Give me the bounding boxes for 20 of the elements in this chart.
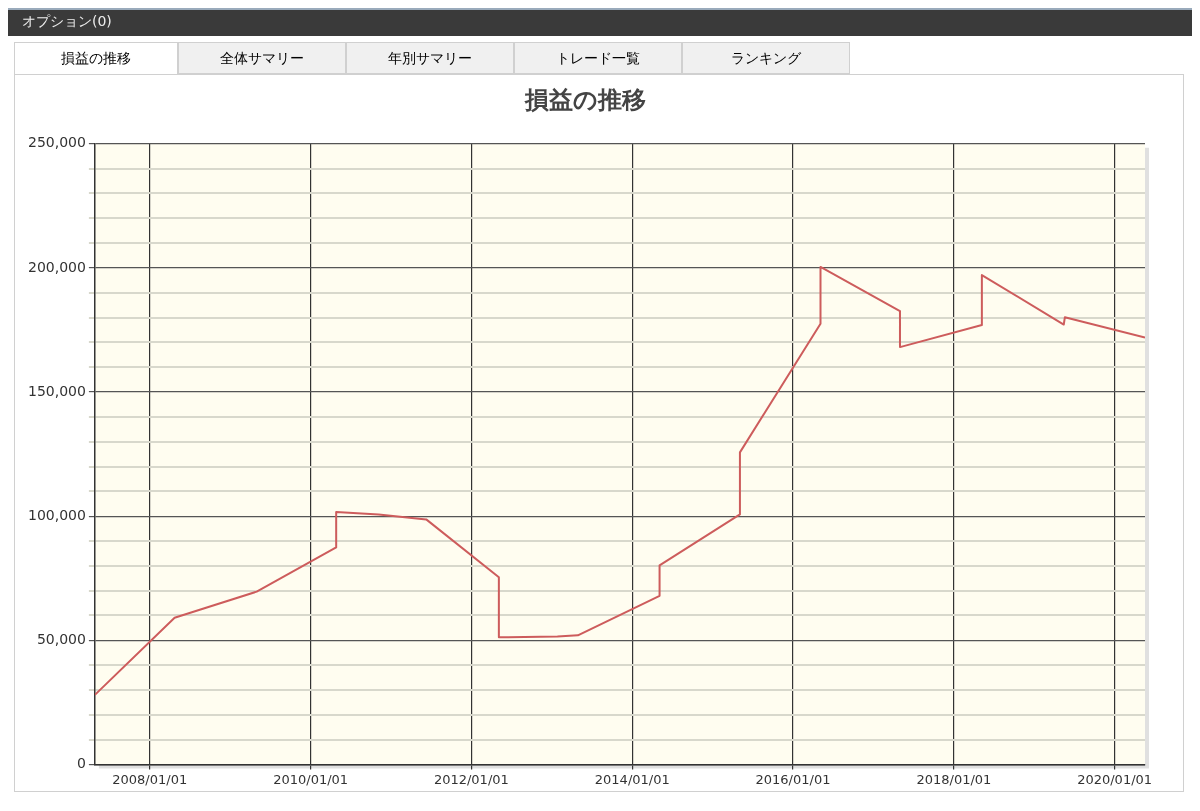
text: オプション(0) (8, 8, 1192, 36)
y-tick-label: 250,000 (27, 134, 86, 151)
y-tick-label: 0 (76, 755, 86, 772)
text: トレード一覧 (514, 42, 682, 74)
chart-title: 損益の推移 (523, 85, 646, 114)
x-tick-label: 2010/01/01 (273, 771, 349, 787)
x-tick-label: 2014/01/01 (594, 771, 670, 787)
text: 損益の推移 (14, 42, 178, 74)
text: 全体サマリー (178, 42, 346, 74)
x-tick-label: 2016/01/01 (755, 771, 831, 787)
y-tick-label: 100,000 (27, 506, 86, 523)
x-tick-label: 2008/01/01 (112, 771, 188, 787)
x-tick-label: 2020/01/01 (1077, 771, 1153, 787)
text: ランキング (682, 42, 850, 74)
y-tick-label: 50,000 (36, 630, 86, 647)
x-tick-label: 2012/01/01 (433, 771, 509, 787)
y-tick-label: 150,000 (27, 382, 86, 399)
y-tick-label: 200,000 (27, 258, 86, 275)
text: 年別サマリー (346, 42, 514, 74)
x-tick-label: 2018/01/01 (916, 771, 992, 787)
